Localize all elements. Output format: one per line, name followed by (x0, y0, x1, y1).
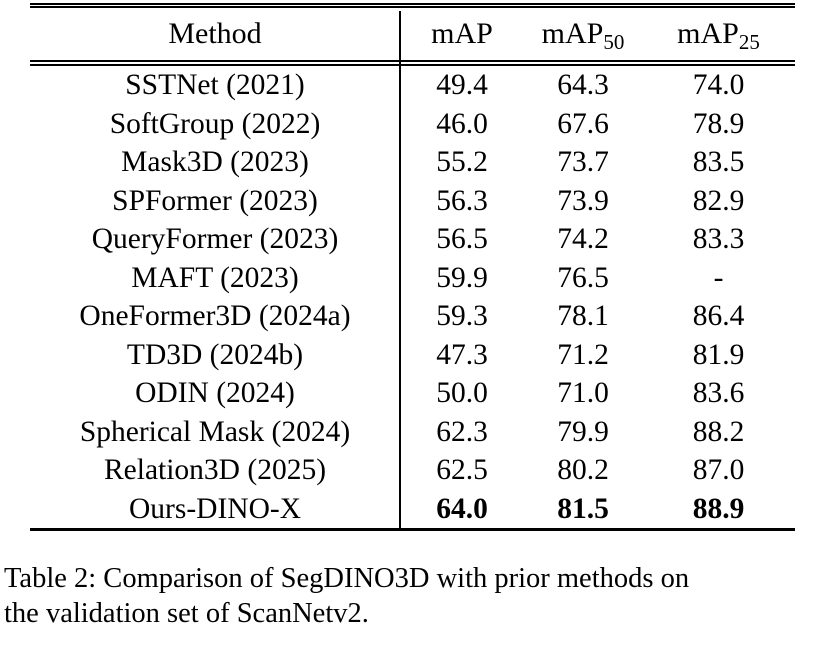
method-cell: MAFT (2023) (131, 261, 299, 294)
header-map25: mAP25 (642, 17, 795, 54)
map25-cell: 87.0 (692, 454, 745, 486)
table-row: Mask3D (2023) 55.2 73.7 83.5 (30, 143, 795, 182)
map50-cell: 74.2 (557, 223, 609, 255)
method-cell: Mask3D (2023) (121, 146, 309, 178)
method-cell: TD3D (2024b) (126, 338, 304, 371)
method-cell: Relation3D (2025) (103, 454, 327, 486)
map50-cell: 73.9 (557, 184, 609, 217)
map50-cell: 73.7 (557, 146, 609, 178)
map50-cell: 78.1 (557, 300, 609, 332)
table-row: MAFT (2023) 59.9 76.5 - (30, 259, 795, 298)
map25-cell: 83.6 (692, 377, 745, 409)
table-row: Ours-DINO-X 64.0 81.5 88.9 (30, 490, 795, 529)
table-body: SSTNet (2021) 49.4 64.3 74.0 SoftGroup (… (30, 66, 795, 528)
map25-cell: 83.3 (692, 223, 745, 255)
map-cell: 47.3 (436, 338, 488, 371)
map50-cell: 81.5 (557, 492, 609, 525)
table-bottom-rule (30, 528, 795, 531)
map50-cell: 80.2 (557, 454, 609, 486)
table-header-row: Method mAP mAP50 mAP25 (30, 8, 795, 60)
table-header-separator (30, 60, 795, 66)
map-cell: 56.5 (436, 223, 488, 255)
header-method: Method (168, 17, 262, 50)
map-cell: 62.5 (436, 454, 488, 486)
map-cell: 59.9 (436, 261, 488, 294)
table-caption: Table 2: Comparison of SegDINO3D with pr… (4, 561, 832, 631)
results-table: Method mAP mAP50 mAP25 SSTNet (2021) 49.… (30, 3, 795, 531)
method-cell: SoftGroup (2022) (109, 107, 321, 140)
table-row: ODIN (2024) 50.0 71.0 83.6 (30, 374, 795, 413)
map-cell: 50.0 (436, 377, 488, 409)
method-cell: Ours-DINO-X (128, 492, 302, 525)
table-row: Relation3D (2025) 62.5 80.2 87.0 (30, 451, 795, 490)
map50-cell: 79.9 (557, 415, 609, 448)
method-cell: SSTNet (2021) (125, 69, 305, 101)
map50-cell: 76.5 (557, 261, 609, 294)
method-cell: OneFormer3D (2024a) (79, 300, 351, 332)
header-map25-base: mAP (677, 17, 739, 50)
method-cell: QueryFormer (2023) (91, 223, 339, 255)
table-row: Spherical Mask (2024) 62.3 79.9 88.2 (30, 413, 795, 452)
method-cell: ODIN (2024) (135, 377, 295, 409)
header-map50-base: mAP (541, 17, 604, 50)
map-cell: 59.3 (436, 300, 488, 332)
map25-cell: - (713, 261, 724, 294)
map25-cell: 74.0 (692, 69, 745, 101)
header-map50: mAP50 (524, 17, 642, 54)
map25-cell: 88.9 (692, 492, 745, 525)
map50-cell: 64.3 (557, 69, 609, 101)
caption-line-2: the validation set of ScanNetv2. (4, 598, 369, 629)
table-top-rule (30, 3, 795, 8)
table-row: SPFormer (2023) 56.3 73.9 82.9 (30, 182, 795, 221)
header-map25-subscript: 25 (738, 30, 760, 54)
map-cell: 55.2 (436, 146, 488, 178)
method-cell: SPFormer (2023) (112, 184, 318, 217)
method-cell: Spherical Mask (2024) (79, 415, 351, 448)
table-row: OneFormer3D (2024a) 59.3 78.1 86.4 (30, 297, 795, 336)
map-cell: 49.4 (436, 69, 488, 101)
map25-cell: 82.9 (692, 184, 745, 217)
map-cell: 62.3 (436, 415, 488, 448)
map-cell: 56.3 (436, 184, 488, 217)
table-row: QueryFormer (2023) 56.5 74.2 83.3 (30, 220, 795, 259)
map25-cell: 88.2 (692, 415, 745, 448)
header-map50-subscript: 50 (603, 30, 625, 54)
table-row: SSTNet (2021) 49.4 64.3 74.0 (30, 66, 795, 105)
map25-cell: 78.9 (692, 107, 745, 140)
map50-cell: 67.6 (557, 107, 609, 140)
map25-cell: 81.9 (692, 338, 745, 371)
map50-cell: 71.0 (557, 377, 609, 409)
caption-line-1: Table 2: Comparison of SegDINO3D with pr… (4, 563, 690, 594)
table-column-divider (399, 11, 401, 528)
table-row: TD3D (2024b) 47.3 71.2 81.9 (30, 336, 795, 375)
map25-cell: 86.4 (692, 300, 745, 332)
map-cell: 64.0 (436, 492, 488, 525)
map-cell: 46.0 (436, 107, 488, 140)
header-map: mAP (431, 17, 493, 50)
map50-cell: 71.2 (557, 338, 609, 371)
map25-cell: 83.5 (692, 146, 745, 178)
table-row: SoftGroup (2022) 46.0 67.6 78.9 (30, 105, 795, 144)
